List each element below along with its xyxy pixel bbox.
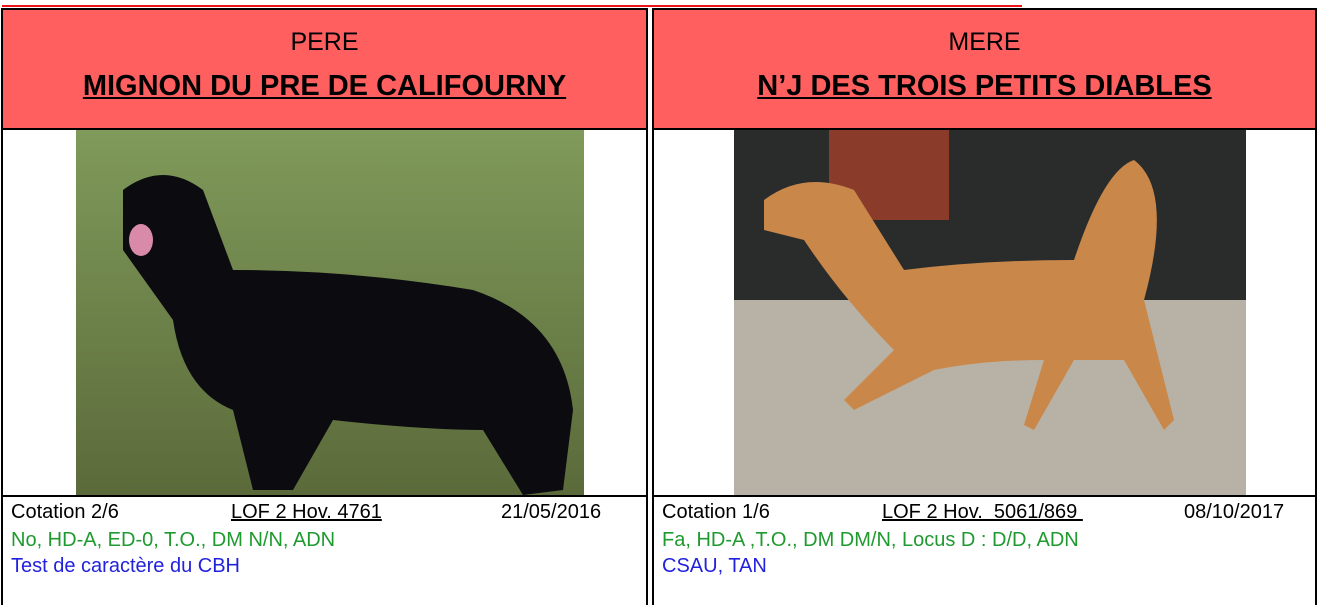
header: PERE MIGNON DU PRE DE CALIFOURNY <box>3 8 646 130</box>
registration-line: Cotation 2/6 LOF 2 Hov. 4761 21/05/2016 <box>3 497 646 527</box>
header: MERE N’J DES TROIS PETITS DIABLES <box>654 8 1315 130</box>
health: Fa, HD-A ,T.O., DM DM/N, Locus D : D/D, … <box>662 529 1079 551</box>
lof: LOF 2 Hov. 5061/869 <box>882 501 1083 523</box>
photo <box>76 130 584 495</box>
photo-cell <box>654 130 1315 497</box>
sire-column: PERE MIGNON DU PRE DE CALIFOURNY Cotatio… <box>1 8 648 605</box>
health: No, HD-A, ED-0, T.O., DM N/N, ADN <box>11 529 336 551</box>
photo <box>734 130 1246 495</box>
dog-name: N’J DES TROIS PETITS DIABLES <box>757 70 1212 102</box>
dog-name: MIGNON DU PRE DE CALIFOURNY <box>82 70 567 102</box>
notes: CSAU, TAN <box>662 555 767 577</box>
role: PERE <box>290 28 359 56</box>
date: 21/05/2016 <box>501 501 602 523</box>
date: 08/10/2017 <box>1184 501 1285 523</box>
notes: Test de caractère du CBH <box>11 555 240 577</box>
cotation: Cotation 1/6 <box>662 501 770 523</box>
top-rule <box>2 5 1022 7</box>
dam-column: MERE N’J DES TROIS PETITS DIABLES Cotati… <box>652 8 1317 605</box>
lof: LOF 2 Hov. 4761 <box>231 501 382 523</box>
role: MERE <box>948 28 1021 56</box>
registration-line: Cotation 1/6 LOF 2 Hov. 5061/869 08/10/2… <box>654 497 1315 527</box>
photo-cell <box>3 130 646 497</box>
cotation: Cotation 2/6 <box>11 501 119 523</box>
